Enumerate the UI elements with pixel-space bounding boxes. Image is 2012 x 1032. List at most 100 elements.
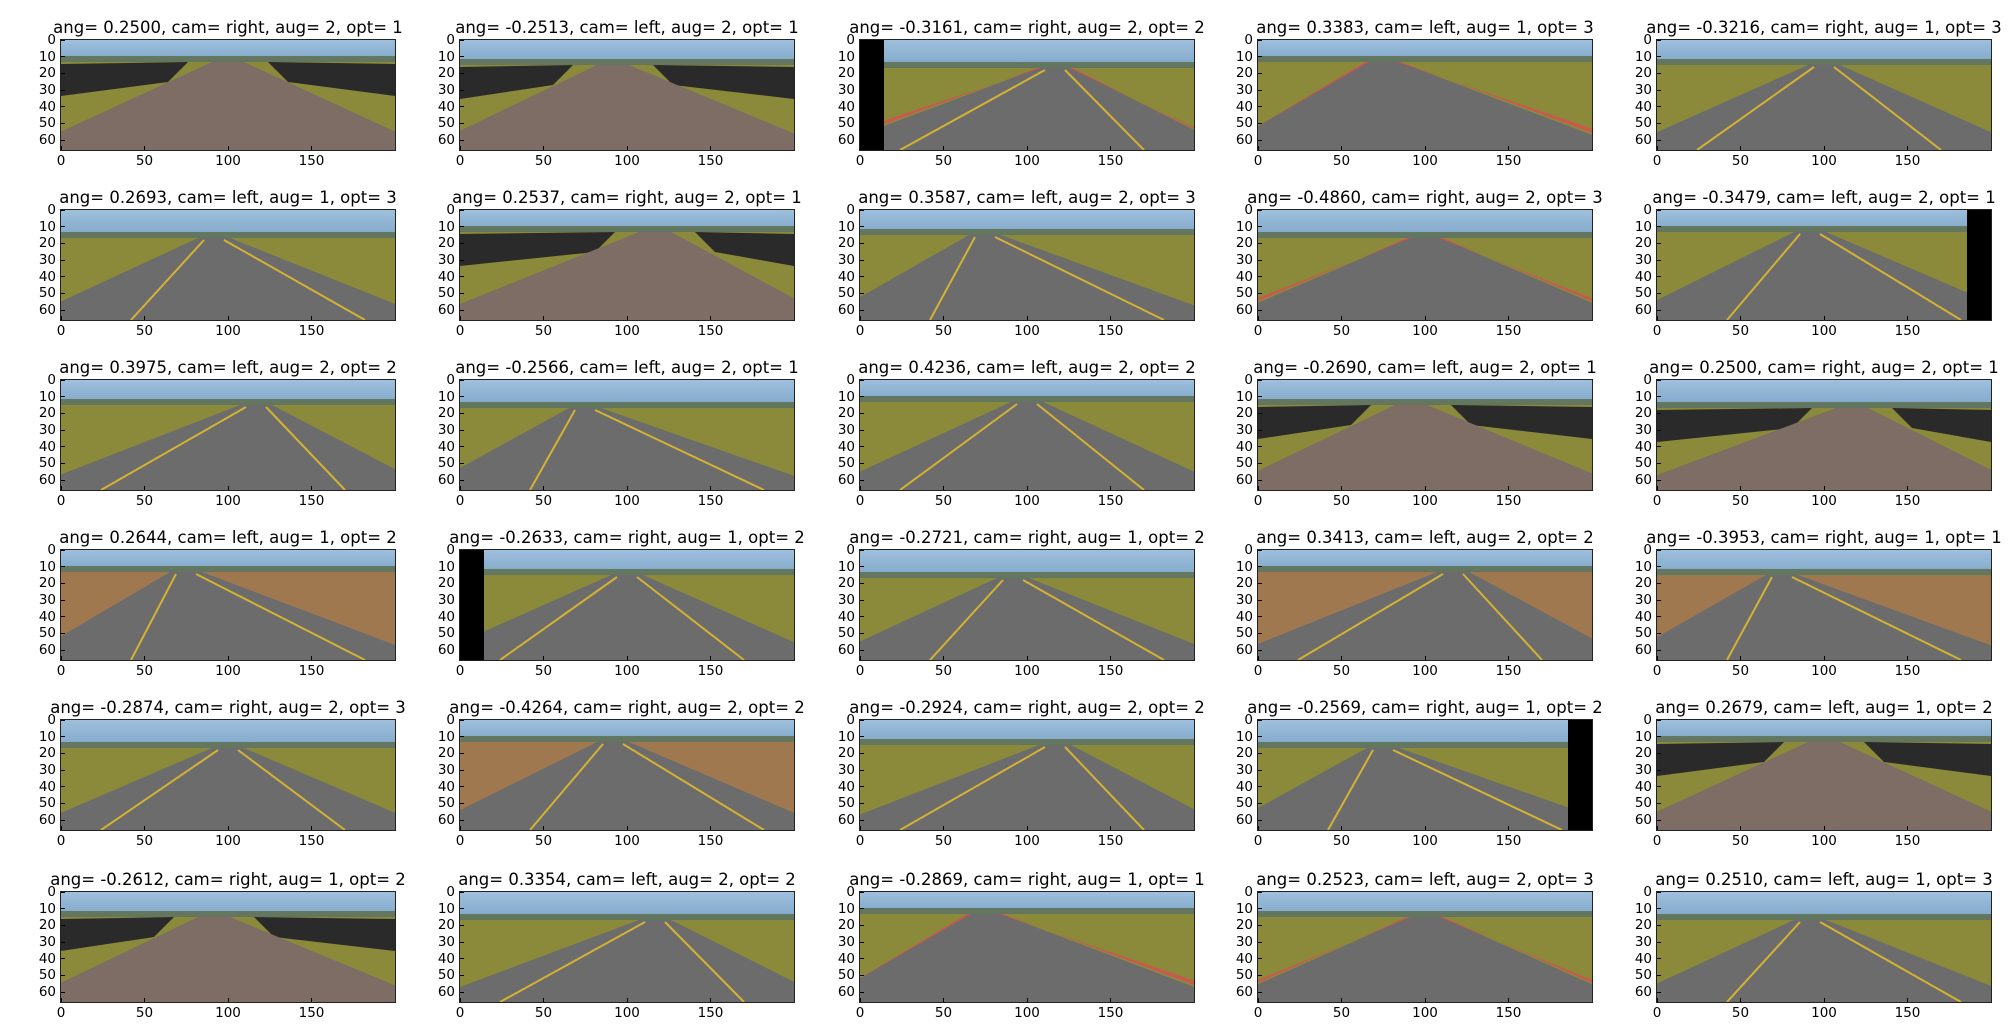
y-tick-label: 0 xyxy=(446,372,455,388)
y-tick-label: 30 xyxy=(1235,252,1253,268)
x-tick-label: 50 xyxy=(534,663,553,679)
y-tick-label: 20 xyxy=(437,745,455,762)
x-tick-label: 100 xyxy=(1811,153,1837,169)
y-tick-mark xyxy=(860,292,864,294)
y-tick-mark xyxy=(61,259,65,261)
x-tick-mark xyxy=(943,146,944,150)
y-tick-mark xyxy=(460,139,464,141)
y-tick-mark xyxy=(460,991,464,993)
y-tick-mark xyxy=(61,802,65,804)
y-tick-mark xyxy=(61,941,65,943)
y-tick-mark xyxy=(1258,549,1262,551)
y-tick-label: 0 xyxy=(846,32,855,48)
y-tick-label: 60 xyxy=(1634,472,1652,488)
y-tick-label: 0 xyxy=(1244,884,1253,900)
x-tick-label: 0 xyxy=(1652,663,1662,679)
y-tick-mark xyxy=(460,242,464,244)
y-tick-mark xyxy=(1657,599,1661,601)
y-tick-label: 10 xyxy=(837,218,855,235)
y-tick-mark xyxy=(460,259,464,261)
x-tick-mark xyxy=(1257,998,1259,1002)
y-tick-label: 40 xyxy=(1235,778,1253,795)
y-tick-label: 50 xyxy=(837,115,855,132)
y-tick-label: 40 xyxy=(1634,268,1652,285)
y-tick-label: 40 xyxy=(837,778,855,795)
y-tick-mark xyxy=(1258,396,1262,398)
y-tick-mark xyxy=(860,139,864,141)
y-tick-mark xyxy=(1657,122,1661,124)
y-tick-mark xyxy=(1258,89,1262,91)
x-tick-mark xyxy=(710,146,711,150)
y-tick-mark xyxy=(860,549,864,551)
y-tick-mark xyxy=(1258,412,1262,414)
y-tick-label: 30 xyxy=(1235,592,1253,608)
y-tick-mark xyxy=(860,908,864,910)
x-tick-mark xyxy=(1656,146,1658,150)
y-tick-mark xyxy=(1657,819,1661,821)
y-tick-mark xyxy=(860,769,864,771)
y-tick-mark xyxy=(61,89,65,91)
x-tick-label: 150 xyxy=(1495,663,1522,679)
y-tick-label: 60 xyxy=(1634,812,1652,828)
x-tick-mark xyxy=(710,316,711,320)
road-camera-image xyxy=(859,379,1195,491)
y-tick-label: 30 xyxy=(1235,422,1253,438)
x-tick-mark xyxy=(1257,656,1259,660)
panel-title: ang= 0.2644, cam= left, aug= 1, opt= 2 xyxy=(59,528,397,547)
panel-title: ang= -0.2924, cam= right, aug= 2, opt= 2 xyxy=(849,698,1205,717)
y-tick-label: 0 xyxy=(446,202,455,218)
x-tick-label: 50 xyxy=(1731,323,1750,339)
y-tick-mark xyxy=(61,72,65,74)
x-tick-label: 150 xyxy=(298,153,325,169)
x-tick-mark xyxy=(1110,998,1111,1002)
y-tick-label: 0 xyxy=(1244,712,1253,728)
y-tick-mark xyxy=(860,582,864,584)
y-tick-mark xyxy=(1657,429,1661,431)
y-tick-label: 10 xyxy=(837,728,855,745)
y-tick-mark xyxy=(460,396,464,398)
x-tick-label: 0 xyxy=(1652,153,1662,169)
x-tick-label: 100 xyxy=(1811,493,1837,509)
y-tick-label: 40 xyxy=(1235,438,1253,455)
y-tick-mark xyxy=(1657,72,1661,74)
y-tick-mark xyxy=(61,412,65,414)
y-tick-mark xyxy=(1657,259,1661,261)
y-tick-mark xyxy=(1258,446,1262,448)
y-tick-label: 40 xyxy=(38,438,56,455)
road-camera-image xyxy=(1656,891,1992,1003)
y-tick-label: 10 xyxy=(437,558,455,575)
y-tick-mark xyxy=(460,599,464,601)
y-tick-label: 10 xyxy=(437,218,455,235)
y-tick-mark xyxy=(460,819,464,821)
x-tick-mark xyxy=(1508,826,1509,830)
x-tick-mark xyxy=(1656,486,1658,490)
x-tick-label: 50 xyxy=(934,153,953,169)
y-tick-label: 40 xyxy=(1634,950,1652,967)
y-tick-mark xyxy=(61,139,65,141)
y-tick-mark xyxy=(1258,56,1262,58)
y-tick-label: 10 xyxy=(1634,728,1652,745)
x-tick-mark xyxy=(227,656,229,660)
y-tick-label: 30 xyxy=(837,82,855,98)
y-tick-label: 30 xyxy=(437,82,455,98)
x-tick-mark xyxy=(144,146,145,150)
x-tick-label: 50 xyxy=(1332,833,1351,849)
y-tick-label: 30 xyxy=(437,592,455,608)
x-tick-label: 50 xyxy=(135,663,154,679)
x-tick-label: 100 xyxy=(1811,663,1837,679)
y-tick-mark xyxy=(860,786,864,788)
y-tick-label: 40 xyxy=(437,98,455,115)
y-tick-label: 50 xyxy=(38,625,56,642)
y-tick-mark xyxy=(1258,924,1262,926)
x-tick-label: 50 xyxy=(135,493,154,509)
x-tick-mark xyxy=(1656,316,1658,320)
x-tick-mark xyxy=(859,826,861,830)
y-tick-mark xyxy=(61,479,65,481)
x-tick-label: 50 xyxy=(934,323,953,339)
y-tick-label: 60 xyxy=(1235,472,1253,488)
y-tick-mark xyxy=(1258,122,1262,124)
y-tick-mark xyxy=(61,242,65,244)
x-tick-label: 150 xyxy=(298,833,325,849)
y-tick-label: 30 xyxy=(1634,592,1652,608)
road-camera-image xyxy=(60,209,396,321)
